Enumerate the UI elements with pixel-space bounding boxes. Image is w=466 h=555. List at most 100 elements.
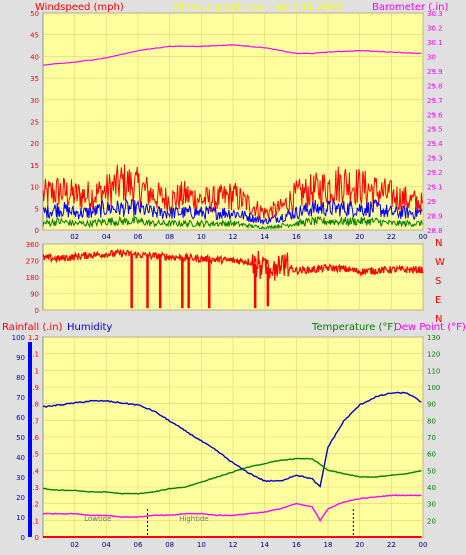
wind-x-tick-label: 00	[419, 233, 428, 241]
rainfall-y-tick-label: 0.9	[28, 384, 39, 392]
direction-y-tick-label: 270	[26, 258, 39, 266]
wind-x-tick-label: 18	[324, 233, 333, 241]
barometer-y-tick-label: 28.8	[427, 227, 443, 235]
humidity-y-tick-label: 20	[16, 494, 25, 502]
wind-direction-series-line	[42, 248, 424, 281]
barometer-y-tick-label: 29.8	[427, 82, 443, 90]
compass-label: E	[435, 295, 441, 306]
wind-y-tick-label: 10	[30, 184, 39, 192]
rainfall-axis-title: Rainfall (.in)	[2, 322, 63, 333]
temperature-y-tick-label: 50	[427, 467, 436, 475]
chart-title: 24 hour graph day - April 11 2022	[172, 2, 342, 13]
compass-label: N	[435, 238, 442, 249]
dewpoint-series-line	[42, 494, 422, 523]
barometer-y-tick-label: 29.5	[427, 126, 443, 134]
humidity-x-tick-label: 06	[134, 541, 143, 549]
temperature-series-line	[42, 457, 422, 495]
rainfall-y-tick-label: 0.7	[28, 417, 39, 425]
rainfall-y-tick-label: 0.5	[28, 451, 39, 459]
wind-y-tick-label: 20	[30, 140, 39, 148]
wind-x-tick-label: 04	[102, 233, 111, 241]
barometer-axis-title: Barometer (.in)	[372, 2, 448, 13]
rainfall-y-tick-label: 1	[35, 367, 39, 375]
wind-x-tick-label: 08	[165, 233, 174, 241]
humidity-axis-title: Humidity	[67, 322, 112, 333]
wind-max-series-line	[42, 164, 423, 219]
rainfall-y-tick-label: 0.8	[28, 401, 39, 409]
temperature-y-tick-label: 130	[427, 334, 440, 342]
compass-label: S	[435, 276, 441, 287]
direction-y-tick-label: 180	[26, 274, 39, 282]
temperature-y-tick-label: 70	[427, 434, 436, 442]
direction-y-tick-label: 360	[26, 241, 39, 249]
humidity-y-tick-label: 0	[21, 534, 25, 542]
humidity-y-tick-label: 80	[16, 374, 25, 382]
direction-y-tick-label: 90	[30, 291, 39, 299]
rainfall-y-tick-label: 1.2	[28, 334, 39, 342]
temperature-y-tick-label: 100	[427, 384, 440, 392]
humidity-y-tick-label: 30	[16, 474, 25, 482]
wind-x-tick-label: 02	[70, 233, 79, 241]
temperature-y-tick-label: 40	[427, 484, 436, 492]
barometer-y-tick-label: 29	[427, 198, 436, 206]
humidity-x-tick-label: 02	[70, 541, 79, 549]
wind-y-tick-label: 50	[30, 10, 39, 18]
barometer-y-tick-label: 29.6	[427, 111, 443, 119]
chart-marks-layer: 0510152025303540455028.828.92929.129.229…	[12, 10, 445, 549]
rainfall-y-tick-label: 0.3	[28, 484, 39, 492]
dewpoint-axis-title: Dew Point (°F)	[394, 322, 466, 333]
wind-y-tick-label: 25	[30, 119, 39, 127]
humidity-x-tick-label: 20	[355, 541, 364, 549]
wind-x-tick-label: 06	[134, 233, 143, 241]
barometer-y-tick-label: 29.3	[427, 155, 443, 163]
humidity-x-tick-label: 16	[292, 541, 301, 549]
barometer-y-tick-label: 30.2	[427, 24, 443, 32]
wind-x-tick-label: 16	[292, 233, 301, 241]
rainfall-y-tick-label: 0.4	[28, 467, 40, 475]
wind-x-tick-label: 12	[229, 233, 238, 241]
humidity-x-tick-label: 18	[324, 541, 333, 549]
barometer-y-tick-label: 28.9	[427, 213, 443, 221]
wind-min-series-line	[42, 215, 423, 230]
barometer-y-tick-label: 29.1	[427, 184, 443, 192]
barometer-y-tick-label: 30.3	[427, 10, 443, 18]
temperature-y-tick-label: 80	[427, 417, 436, 425]
humidity-axis-bar	[28, 342, 32, 537]
temperature-y-tick-label: 90	[427, 401, 436, 409]
humidity-y-tick-label: 100	[12, 334, 25, 342]
rainfall-y-tick-label: 0.1	[28, 517, 39, 525]
temperature-y-tick-label: 30	[427, 501, 436, 509]
direction-y-tick-label: 0	[35, 307, 39, 315]
wind-x-tick-label: 14	[260, 233, 269, 241]
rainfall-y-tick-label: 0	[35, 534, 39, 542]
barometer-y-tick-label: 29.7	[427, 97, 443, 105]
barometer-y-tick-label: 30	[427, 53, 436, 61]
barometer-series-line	[42, 44, 422, 66]
wind-y-tick-label: 0	[35, 227, 39, 235]
humidity-x-tick-label: 00	[419, 541, 428, 549]
barometer-y-tick-label: 29.9	[427, 68, 443, 76]
wind-y-tick-label: 5	[35, 205, 39, 213]
temperature-axis-title: Temperature (°F)	[311, 322, 397, 333]
humidity-x-tick-label: 14	[260, 541, 269, 549]
wind-avg-series-line	[42, 198, 423, 225]
wind-x-tick-label: 22	[387, 233, 396, 241]
tide-label: Hightide	[179, 515, 209, 523]
humidity-y-tick-label: 70	[16, 394, 25, 402]
humidity-y-tick-label: 10	[16, 514, 25, 522]
temperature-y-tick-label: 120	[427, 351, 440, 359]
compass-label: N	[435, 314, 442, 325]
temperature-y-tick-label: 110	[427, 367, 440, 375]
rainfall-y-tick-label: 0.2	[28, 501, 39, 509]
humidity-x-tick-label: 22	[387, 541, 396, 549]
humidity-x-tick-label: 10	[197, 541, 206, 549]
humidity-y-tick-label: 90	[16, 354, 25, 362]
humidity-x-tick-label: 04	[102, 541, 111, 549]
barometer-y-tick-label: 30.1	[427, 39, 443, 47]
wind-y-tick-label: 35	[30, 75, 39, 83]
humidity-x-tick-label: 08	[165, 541, 174, 549]
tide-label: Lowtide	[84, 515, 111, 523]
humidity-series-line	[42, 391, 422, 488]
